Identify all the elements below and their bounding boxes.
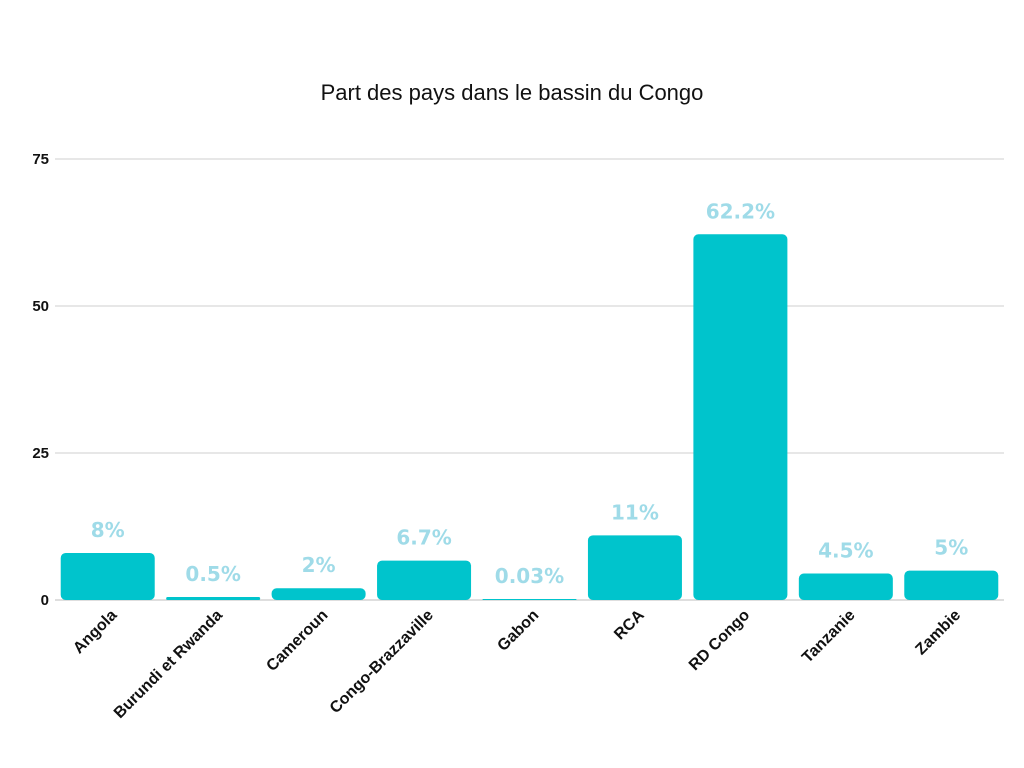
bar — [271, 588, 366, 600]
data-label: 0.03% — [495, 564, 564, 588]
y-tick-label: 50 — [32, 298, 49, 315]
data-label: 62.2% — [706, 199, 775, 223]
x-tick-label: Cameroun — [263, 607, 331, 675]
bar — [798, 573, 893, 600]
bar — [693, 234, 788, 600]
data-label: 0.5% — [185, 562, 240, 586]
bar — [482, 599, 577, 600]
bars — [60, 234, 999, 600]
bar — [166, 597, 261, 600]
chart-title: Part des pays dans le bassin du Congo — [321, 80, 704, 105]
x-tick-label: Congo-Brazzaville — [327, 607, 437, 717]
bar — [377, 560, 472, 600]
x-tick-label: Gabon — [494, 607, 542, 655]
x-tick-label: RCA — [611, 606, 648, 643]
data-label: 6.7% — [396, 526, 451, 550]
x-tick-label: RD Congo — [686, 607, 753, 674]
x-tick-label: Tanzanie — [799, 607, 859, 667]
data-label: 11% — [611, 500, 659, 524]
gridlines — [55, 158, 1004, 601]
x-tick-label: Burundi et Rwanda — [111, 607, 226, 722]
data-labels: 8% 0.5% 2% 6.7% 0.03% 11% 62.2% 4.5% 5% — [91, 199, 969, 588]
bar — [587, 535, 682, 600]
data-label: 2% — [302, 553, 336, 577]
data-label: 4.5% — [818, 539, 873, 563]
y-tick-label: 0 — [41, 592, 49, 609]
y-axis-tick-labels: 0 25 50 75 — [32, 151, 49, 609]
data-label: 8% — [91, 518, 125, 542]
bar — [60, 552, 155, 600]
x-tick-label: Angola — [70, 607, 120, 657]
bar — [904, 570, 999, 600]
y-tick-label: 25 — [32, 445, 49, 462]
x-tick-label: Zambie — [912, 607, 964, 659]
y-tick-label: 75 — [32, 151, 49, 168]
data-label: 5% — [934, 536, 968, 560]
